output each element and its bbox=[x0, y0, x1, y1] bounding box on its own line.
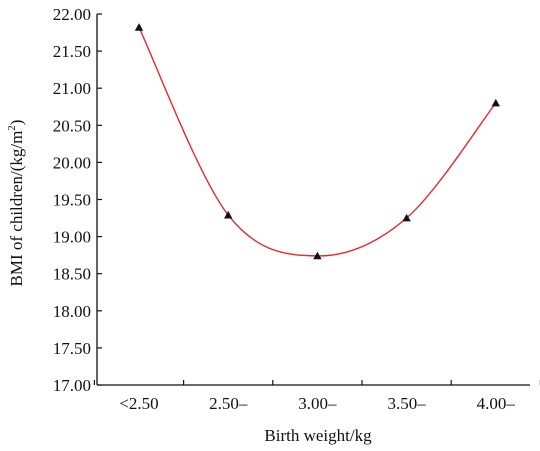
y-tick-label: 21.50 bbox=[53, 42, 91, 61]
y-tick-label: 18.00 bbox=[53, 302, 91, 321]
y-axis-title-superscript: 2 bbox=[6, 125, 18, 131]
x-tick-label: 3.00– bbox=[298, 394, 337, 413]
y-tick-label: 20.50 bbox=[53, 116, 91, 135]
y-tick-label: 19.50 bbox=[53, 191, 91, 210]
x-tick-label: <2.50 bbox=[119, 394, 158, 413]
data-point-marker bbox=[134, 23, 144, 31]
y-axis-ticks: 17.00 17.50 18.00 18.50 19.00 19.50 20.00 20.50… bbox=[53, 5, 102, 395]
y-tick-label: 22.00 bbox=[53, 5, 91, 24]
y-axis-title-main: BMI of children/(kg/m bbox=[7, 131, 26, 287]
data-point-marker bbox=[491, 98, 500, 107]
x-tick-label: 3.50– bbox=[387, 394, 426, 413]
series-curve bbox=[138, 27, 497, 257]
x-tick-label: 2.50– bbox=[209, 394, 248, 413]
y-tick-label: 18.50 bbox=[53, 265, 91, 284]
y-tick-label: 17.00 bbox=[53, 376, 91, 395]
data-point-marker bbox=[402, 213, 411, 222]
y-axis-title-close: ) bbox=[7, 120, 26, 126]
y-tick-label: 20.00 bbox=[53, 153, 91, 172]
x-axis-ticks: <2.50 2.50– 3.00– 3.50– 4.00– bbox=[93, 380, 540, 413]
x-tick-label: 4.00– bbox=[477, 394, 516, 413]
x-axis-title: Birth weight/kg bbox=[264, 426, 372, 445]
data-point-marker bbox=[224, 210, 233, 219]
y-tick-label: 17.50 bbox=[53, 339, 91, 358]
y-tick-label: 21.00 bbox=[53, 79, 91, 98]
data-point-marker bbox=[313, 251, 322, 260]
y-tick-label: 19.00 bbox=[53, 228, 91, 247]
y-axis-title: BMI of children/(kg/m2) bbox=[6, 120, 26, 287]
data-markers bbox=[134, 23, 500, 260]
